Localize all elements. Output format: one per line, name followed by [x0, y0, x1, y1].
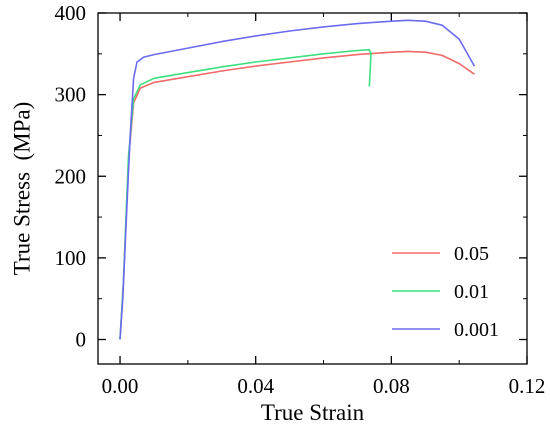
plot-border: [97, 12, 528, 365]
series-line-0: [119, 50, 475, 340]
series-line-1: [119, 48, 372, 340]
plot-frame: [97, 12, 528, 365]
x-tick-label: 0.04: [237, 374, 274, 398]
x-axis-ticks: 0.00 0.04 0.08 0.12: [102, 13, 546, 398]
legend: 0.05 0.01 0.001: [392, 243, 499, 341]
series-line-2: [119, 19, 476, 340]
x-tick-label: 0.12: [509, 374, 546, 398]
y-tick-label: 200: [55, 164, 87, 188]
series-layer: [119, 19, 476, 340]
x-axis-label: True Strain: [261, 400, 365, 425]
y-axis-ticks: 0 100 200 300 400: [55, 1, 527, 352]
legend-label: 0.05: [454, 243, 489, 265]
y-tick-label: 300: [55, 83, 87, 107]
x-tick-label: 0.00: [102, 374, 139, 398]
x-tick-label: 0.08: [373, 374, 410, 398]
y-axis-label: True Stress (MPa): [9, 102, 34, 276]
y-tick-label: 400: [55, 1, 87, 25]
legend-label: 0.001: [454, 319, 499, 341]
y-tick-label: 0: [76, 328, 87, 352]
y-tick-label: 100: [55, 246, 87, 270]
legend-label: 0.01: [454, 281, 489, 303]
